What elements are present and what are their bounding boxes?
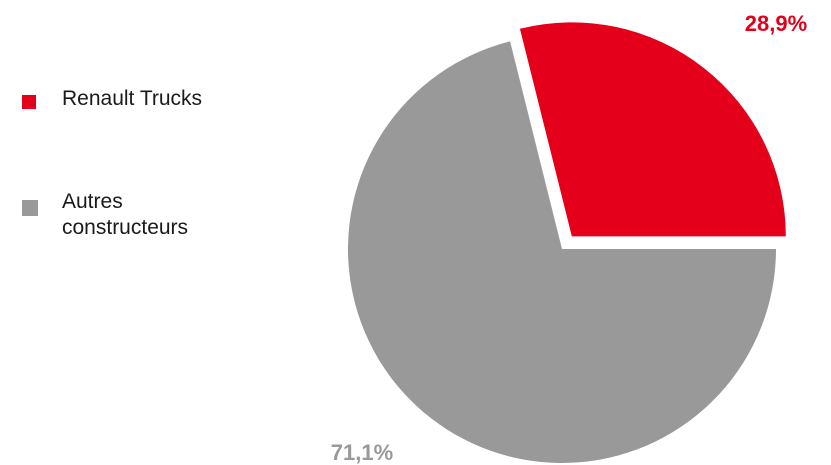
pie-slice-autres-constructeurs bbox=[347, 41, 776, 464]
pie-value-label-renault-trucks: 28,9% bbox=[745, 11, 807, 36]
pie-slice-renault-trucks bbox=[519, 22, 786, 237]
pie-value-labels: 28,9% 71,1% bbox=[331, 11, 807, 465]
legend: Renault Trucks Autres constructeurs bbox=[22, 0, 282, 465]
legend-swatch-renault-trucks bbox=[22, 95, 36, 109]
legend-item-renault-trucks: Renault Trucks bbox=[22, 86, 252, 112]
legend-label-autres-constructeurs: Autres constructeurs bbox=[62, 190, 189, 239]
pie-slices bbox=[347, 22, 786, 464]
legend-item-autres-constructeurs: Autres constructeurs bbox=[22, 189, 252, 241]
legend-label-renault-trucks: Renault Trucks bbox=[62, 87, 203, 110]
legend-swatch-autres-constructeurs bbox=[22, 200, 38, 216]
pie-value-label-autres-constructeurs: 71,1% bbox=[331, 440, 393, 465]
